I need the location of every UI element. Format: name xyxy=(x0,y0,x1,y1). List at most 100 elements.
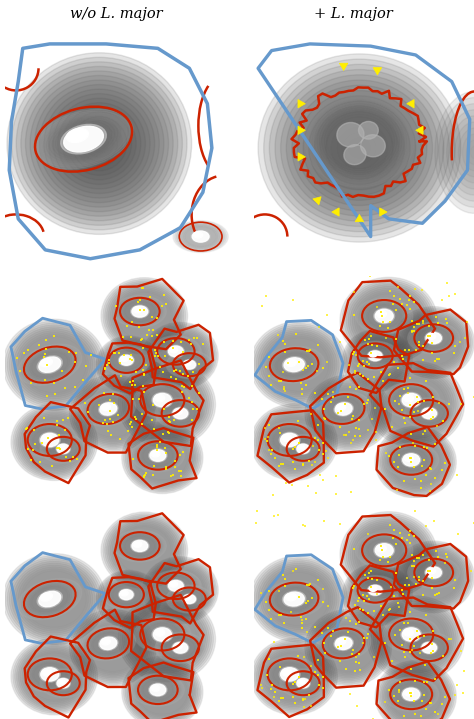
Ellipse shape xyxy=(39,667,60,682)
Point xyxy=(314,435,321,446)
Point xyxy=(170,414,177,426)
Ellipse shape xyxy=(279,667,300,682)
Point xyxy=(420,454,428,466)
Ellipse shape xyxy=(305,375,392,452)
Ellipse shape xyxy=(263,347,325,383)
Point xyxy=(385,450,393,462)
Point xyxy=(376,554,383,566)
Point xyxy=(269,489,277,500)
Ellipse shape xyxy=(321,629,366,658)
Point xyxy=(287,606,295,618)
Point xyxy=(404,617,412,628)
Point xyxy=(319,448,327,459)
Ellipse shape xyxy=(261,656,319,692)
Point xyxy=(467,565,474,577)
Ellipse shape xyxy=(335,403,352,415)
Ellipse shape xyxy=(184,361,191,366)
Ellipse shape xyxy=(141,386,184,414)
Point xyxy=(337,336,344,348)
Point xyxy=(385,684,393,696)
Point xyxy=(171,365,178,377)
Point xyxy=(365,572,372,584)
Point xyxy=(431,707,439,718)
Ellipse shape xyxy=(275,70,444,226)
Ellipse shape xyxy=(401,687,421,701)
Point xyxy=(446,398,453,410)
Point xyxy=(311,432,319,444)
Ellipse shape xyxy=(423,644,431,649)
Point xyxy=(396,527,403,539)
Point xyxy=(263,290,270,302)
Point xyxy=(451,582,458,593)
Point xyxy=(418,284,426,296)
Point xyxy=(452,690,459,701)
Point xyxy=(133,366,140,377)
Ellipse shape xyxy=(296,678,310,689)
Ellipse shape xyxy=(286,80,433,216)
Ellipse shape xyxy=(7,52,191,234)
Point xyxy=(299,459,307,470)
Ellipse shape xyxy=(128,428,196,487)
Point xyxy=(262,596,269,608)
Point xyxy=(268,613,275,625)
Ellipse shape xyxy=(120,597,213,680)
Point xyxy=(396,624,404,636)
Point xyxy=(432,545,439,557)
Ellipse shape xyxy=(84,628,132,659)
Point xyxy=(323,357,331,368)
Point xyxy=(153,439,161,450)
Point xyxy=(443,551,451,563)
Point xyxy=(139,380,146,392)
Polygon shape xyxy=(313,197,321,205)
Ellipse shape xyxy=(403,688,419,700)
Ellipse shape xyxy=(173,408,188,418)
Point xyxy=(149,399,156,411)
Point xyxy=(271,686,278,697)
Ellipse shape xyxy=(405,633,453,662)
Point xyxy=(411,441,419,452)
Ellipse shape xyxy=(377,370,454,439)
Ellipse shape xyxy=(265,347,323,382)
Ellipse shape xyxy=(280,434,326,463)
Point xyxy=(181,381,188,393)
Point xyxy=(276,427,283,439)
Ellipse shape xyxy=(367,596,465,682)
Point xyxy=(408,691,415,702)
Ellipse shape xyxy=(103,513,186,587)
Point xyxy=(150,423,158,435)
Ellipse shape xyxy=(309,378,388,449)
Ellipse shape xyxy=(358,580,392,601)
Ellipse shape xyxy=(253,406,336,479)
Point xyxy=(344,626,352,638)
Point xyxy=(348,648,356,659)
Point xyxy=(365,567,373,579)
Point xyxy=(297,611,305,623)
Ellipse shape xyxy=(411,402,447,425)
Point xyxy=(103,418,111,429)
Point xyxy=(319,682,327,694)
Ellipse shape xyxy=(344,565,411,624)
Point xyxy=(389,298,397,309)
Ellipse shape xyxy=(105,347,147,374)
Point xyxy=(345,426,353,438)
Ellipse shape xyxy=(260,412,328,472)
Ellipse shape xyxy=(391,681,432,707)
Point xyxy=(79,374,87,385)
Point xyxy=(373,340,381,352)
Point xyxy=(106,395,114,406)
Ellipse shape xyxy=(367,585,383,596)
Point xyxy=(386,603,394,615)
Ellipse shape xyxy=(3,554,106,644)
Point xyxy=(368,413,376,425)
Point xyxy=(105,426,112,437)
Ellipse shape xyxy=(402,393,420,407)
Ellipse shape xyxy=(422,408,437,418)
Ellipse shape xyxy=(382,667,449,719)
Ellipse shape xyxy=(404,632,455,664)
Point xyxy=(169,343,177,354)
Point xyxy=(172,461,179,472)
Ellipse shape xyxy=(17,408,92,476)
Ellipse shape xyxy=(101,341,155,388)
Point xyxy=(394,362,401,374)
Ellipse shape xyxy=(344,516,433,594)
